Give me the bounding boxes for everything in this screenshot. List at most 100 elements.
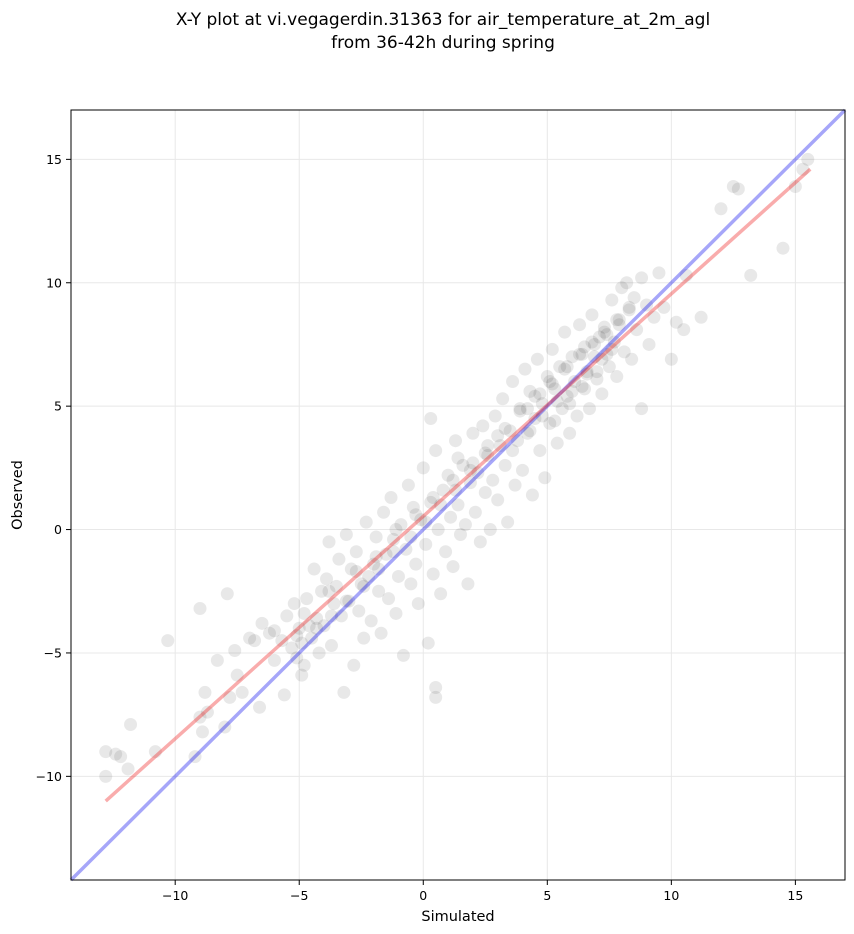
data-point [389, 606, 403, 620]
data-point [560, 360, 574, 374]
data-point [287, 597, 301, 611]
data-point [193, 710, 207, 724]
data-point [466, 426, 480, 440]
data-point [635, 271, 649, 285]
data-point [339, 594, 353, 608]
data-point [622, 303, 636, 317]
data-point [516, 463, 529, 477]
data-point [590, 365, 604, 379]
grid-lines [71, 110, 845, 880]
data-point [796, 162, 810, 176]
data-point [248, 634, 262, 648]
data-point [664, 352, 678, 366]
data-point [198, 685, 212, 699]
data-point [647, 310, 661, 324]
data-point [558, 325, 572, 339]
data-point [290, 651, 304, 665]
y-axis-label: Observed [10, 460, 26, 530]
data-point [587, 350, 601, 364]
data-point [99, 769, 113, 783]
data-point [575, 379, 589, 393]
data-point [161, 634, 175, 648]
data-point [565, 384, 579, 398]
y-tick-label: 5 [54, 399, 62, 414]
data-point [600, 328, 614, 342]
data-point [424, 411, 438, 425]
data-point [486, 473, 500, 487]
data-point [357, 579, 371, 593]
data-point [337, 685, 351, 699]
data-point [605, 342, 619, 356]
data-point [580, 367, 594, 381]
data-point [627, 291, 641, 305]
data-point [545, 377, 559, 391]
data-point [230, 668, 244, 682]
data-point [501, 515, 515, 529]
data-point [525, 488, 539, 502]
identity-line [69, 108, 847, 882]
data-point [597, 320, 611, 334]
data-point [585, 308, 599, 322]
data-point [446, 560, 460, 574]
data-point [434, 498, 448, 512]
data-point [357, 631, 371, 645]
data-point [548, 382, 562, 396]
data-point [243, 631, 257, 645]
data-point [228, 643, 242, 657]
data-point [625, 352, 639, 366]
data-point [466, 456, 480, 470]
data-point [275, 634, 289, 648]
data-point [476, 419, 490, 433]
data-point [503, 424, 517, 438]
data-point [262, 626, 276, 640]
data-point [195, 725, 209, 739]
data-point [595, 352, 609, 366]
plot-frame [70, 109, 846, 881]
y-axis-ticks: −10 −5 0 5 10 15 [36, 152, 71, 784]
data-point [429, 681, 443, 694]
y-tick-label: −5 [44, 645, 62, 660]
data-point [590, 372, 604, 386]
data-point [550, 436, 564, 450]
data-point [372, 584, 386, 598]
data-point [374, 626, 388, 640]
data-point [223, 690, 237, 704]
data-point [642, 337, 656, 351]
data-point [235, 685, 249, 699]
data-point [416, 461, 430, 475]
data-point [387, 545, 400, 559]
data-point [578, 340, 592, 354]
data-point [461, 577, 475, 591]
data-point [200, 705, 214, 719]
data-point [573, 347, 587, 361]
data-point [315, 584, 329, 598]
data-point [267, 624, 281, 638]
data-point [322, 535, 336, 549]
data-point [669, 315, 683, 329]
data-point [349, 565, 363, 579]
data-point [394, 518, 408, 532]
data-point [297, 658, 311, 672]
data-point [456, 458, 470, 472]
data-point [630, 323, 644, 337]
data-point [431, 523, 445, 537]
data-point [520, 402, 534, 416]
data-point [347, 658, 361, 672]
data-point [617, 345, 631, 359]
data-point [449, 434, 463, 448]
data-point [444, 510, 458, 524]
data-point [801, 152, 815, 166]
data-point [367, 557, 381, 571]
data-point [533, 444, 547, 458]
data-point [679, 268, 693, 282]
data-point [550, 394, 564, 408]
data-point [317, 619, 331, 633]
data-point [441, 468, 455, 482]
data-point [555, 402, 569, 416]
data-point [124, 718, 138, 732]
data-point [481, 449, 495, 463]
data-point [481, 439, 495, 453]
data-point [280, 609, 294, 623]
data-point [578, 382, 592, 396]
data-point [344, 562, 358, 576]
